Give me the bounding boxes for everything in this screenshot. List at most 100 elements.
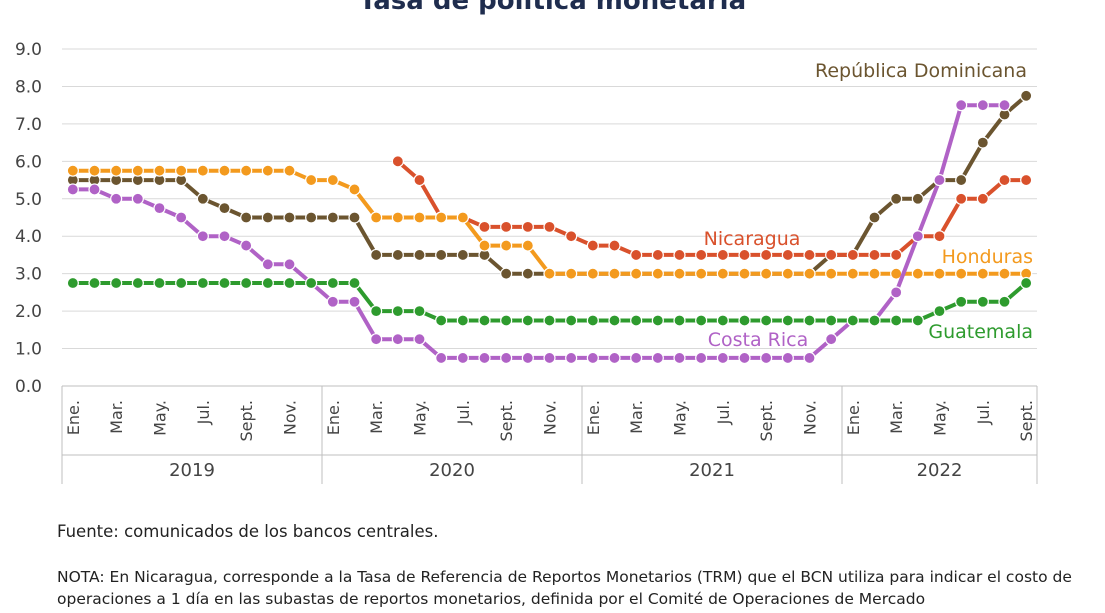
data-point: [240, 276, 253, 290]
data-point: [240, 164, 253, 177]
x-month-label: May.: [931, 400, 950, 436]
data-point: [478, 220, 491, 233]
data-point: [890, 248, 903, 262]
data-point: [500, 220, 513, 233]
data-point: [435, 248, 448, 262]
data-point: [391, 305, 404, 318]
data-point: [218, 202, 231, 215]
data-point: [131, 276, 144, 290]
data-point: [868, 211, 881, 224]
data-point: [413, 211, 426, 224]
data-point: [326, 276, 339, 290]
data-point: [66, 276, 79, 290]
data-point: [673, 351, 686, 365]
x-month-label: May.: [151, 400, 170, 436]
data-point: [110, 192, 123, 205]
data-point: [175, 276, 188, 290]
data-point: [283, 258, 296, 271]
data-point: [868, 267, 881, 280]
data-point: [196, 192, 209, 205]
footnote: NOTA: En Nicaragua, corresponde a la Tas…: [57, 568, 1072, 608]
series-labels: República Dominicana Nicaragua Honduras Cos…: [704, 60, 1033, 351]
data-point: [630, 314, 643, 327]
data-point: [348, 295, 361, 308]
x-month-label: Sept.: [757, 400, 776, 442]
data-point: [261, 164, 274, 177]
data-point: [348, 211, 361, 224]
data-point: [88, 276, 101, 290]
x-year-label: 2020: [429, 460, 475, 481]
y-tick-label: 4.0: [15, 227, 42, 247]
data-point: [261, 276, 274, 290]
x-month-label: Ene.: [64, 400, 83, 435]
data-point: [976, 295, 989, 308]
data-point: [911, 314, 924, 327]
data-point: [586, 239, 599, 252]
series-label: Guatemala: [928, 321, 1033, 343]
data-point: [608, 351, 621, 365]
data-point: [890, 286, 903, 299]
x-year-label: 2019: [169, 460, 215, 481]
data-point: [955, 192, 968, 205]
data-point: [66, 183, 79, 196]
data-point: [456, 314, 469, 327]
data-point: [565, 230, 578, 243]
data-point: [370, 248, 383, 262]
data-point: [261, 258, 274, 271]
data-point: [760, 314, 773, 327]
x-month-label: May.: [671, 400, 690, 436]
data-point: [673, 314, 686, 327]
data-point: [66, 164, 79, 177]
series-honduras: [66, 164, 1033, 280]
data-point: [543, 351, 556, 365]
data-point: [651, 314, 664, 327]
data-point: [110, 276, 123, 290]
data-point: [695, 351, 708, 365]
data-point: [998, 99, 1011, 112]
data-point: [521, 351, 534, 365]
data-point: [825, 248, 838, 262]
data-point: [695, 314, 708, 327]
data-point: [153, 202, 166, 215]
data-point: [1020, 89, 1033, 102]
data-point: [131, 192, 144, 205]
y-tick-label: 3.0: [15, 265, 42, 285]
series-line: [72, 94, 1028, 276]
data-point: [976, 99, 989, 112]
data-point: [218, 164, 231, 177]
data-point: [478, 314, 491, 327]
data-point: [110, 164, 123, 177]
y-tick-label: 8.0: [15, 77, 42, 97]
x-month-label: Sept.: [1017, 400, 1036, 442]
data-point: [348, 183, 361, 196]
data-point: [846, 314, 859, 327]
data-point: [261, 211, 274, 224]
x-month-label: Mar.: [887, 400, 906, 434]
data-point: [521, 239, 534, 252]
data-point: [976, 192, 989, 205]
data-point: [586, 351, 599, 365]
data-point: [413, 333, 426, 346]
data-point: [911, 192, 924, 205]
data-point: [370, 333, 383, 346]
data-point: [500, 239, 513, 252]
x-month-label: Mar.: [627, 400, 646, 434]
x-month-label: Sept.: [497, 400, 516, 442]
data-point: [825, 333, 838, 346]
axes: 0.0 1.0 2.0 3.0 4.0 5.0 6.0 7.0 8.0 9.0 Ene. Mar. Ma…: [15, 40, 1038, 484]
data-point: [305, 173, 318, 187]
data-point: [478, 351, 491, 365]
data-point: [478, 239, 491, 252]
data-point: [933, 267, 946, 280]
y-tick-label: 5.0: [15, 190, 42, 210]
data-point: [196, 230, 209, 243]
data-point: [283, 164, 296, 177]
data-point: [175, 164, 188, 177]
data-point: [608, 239, 621, 252]
x-month-label: Jul.: [714, 400, 733, 425]
data-point: [565, 267, 578, 280]
x-month-label: Nov.: [541, 400, 560, 435]
data-point: [391, 333, 404, 346]
data-point: [1020, 173, 1033, 187]
source-note: Fuente: comunicados de los bancos centra…: [57, 522, 439, 541]
